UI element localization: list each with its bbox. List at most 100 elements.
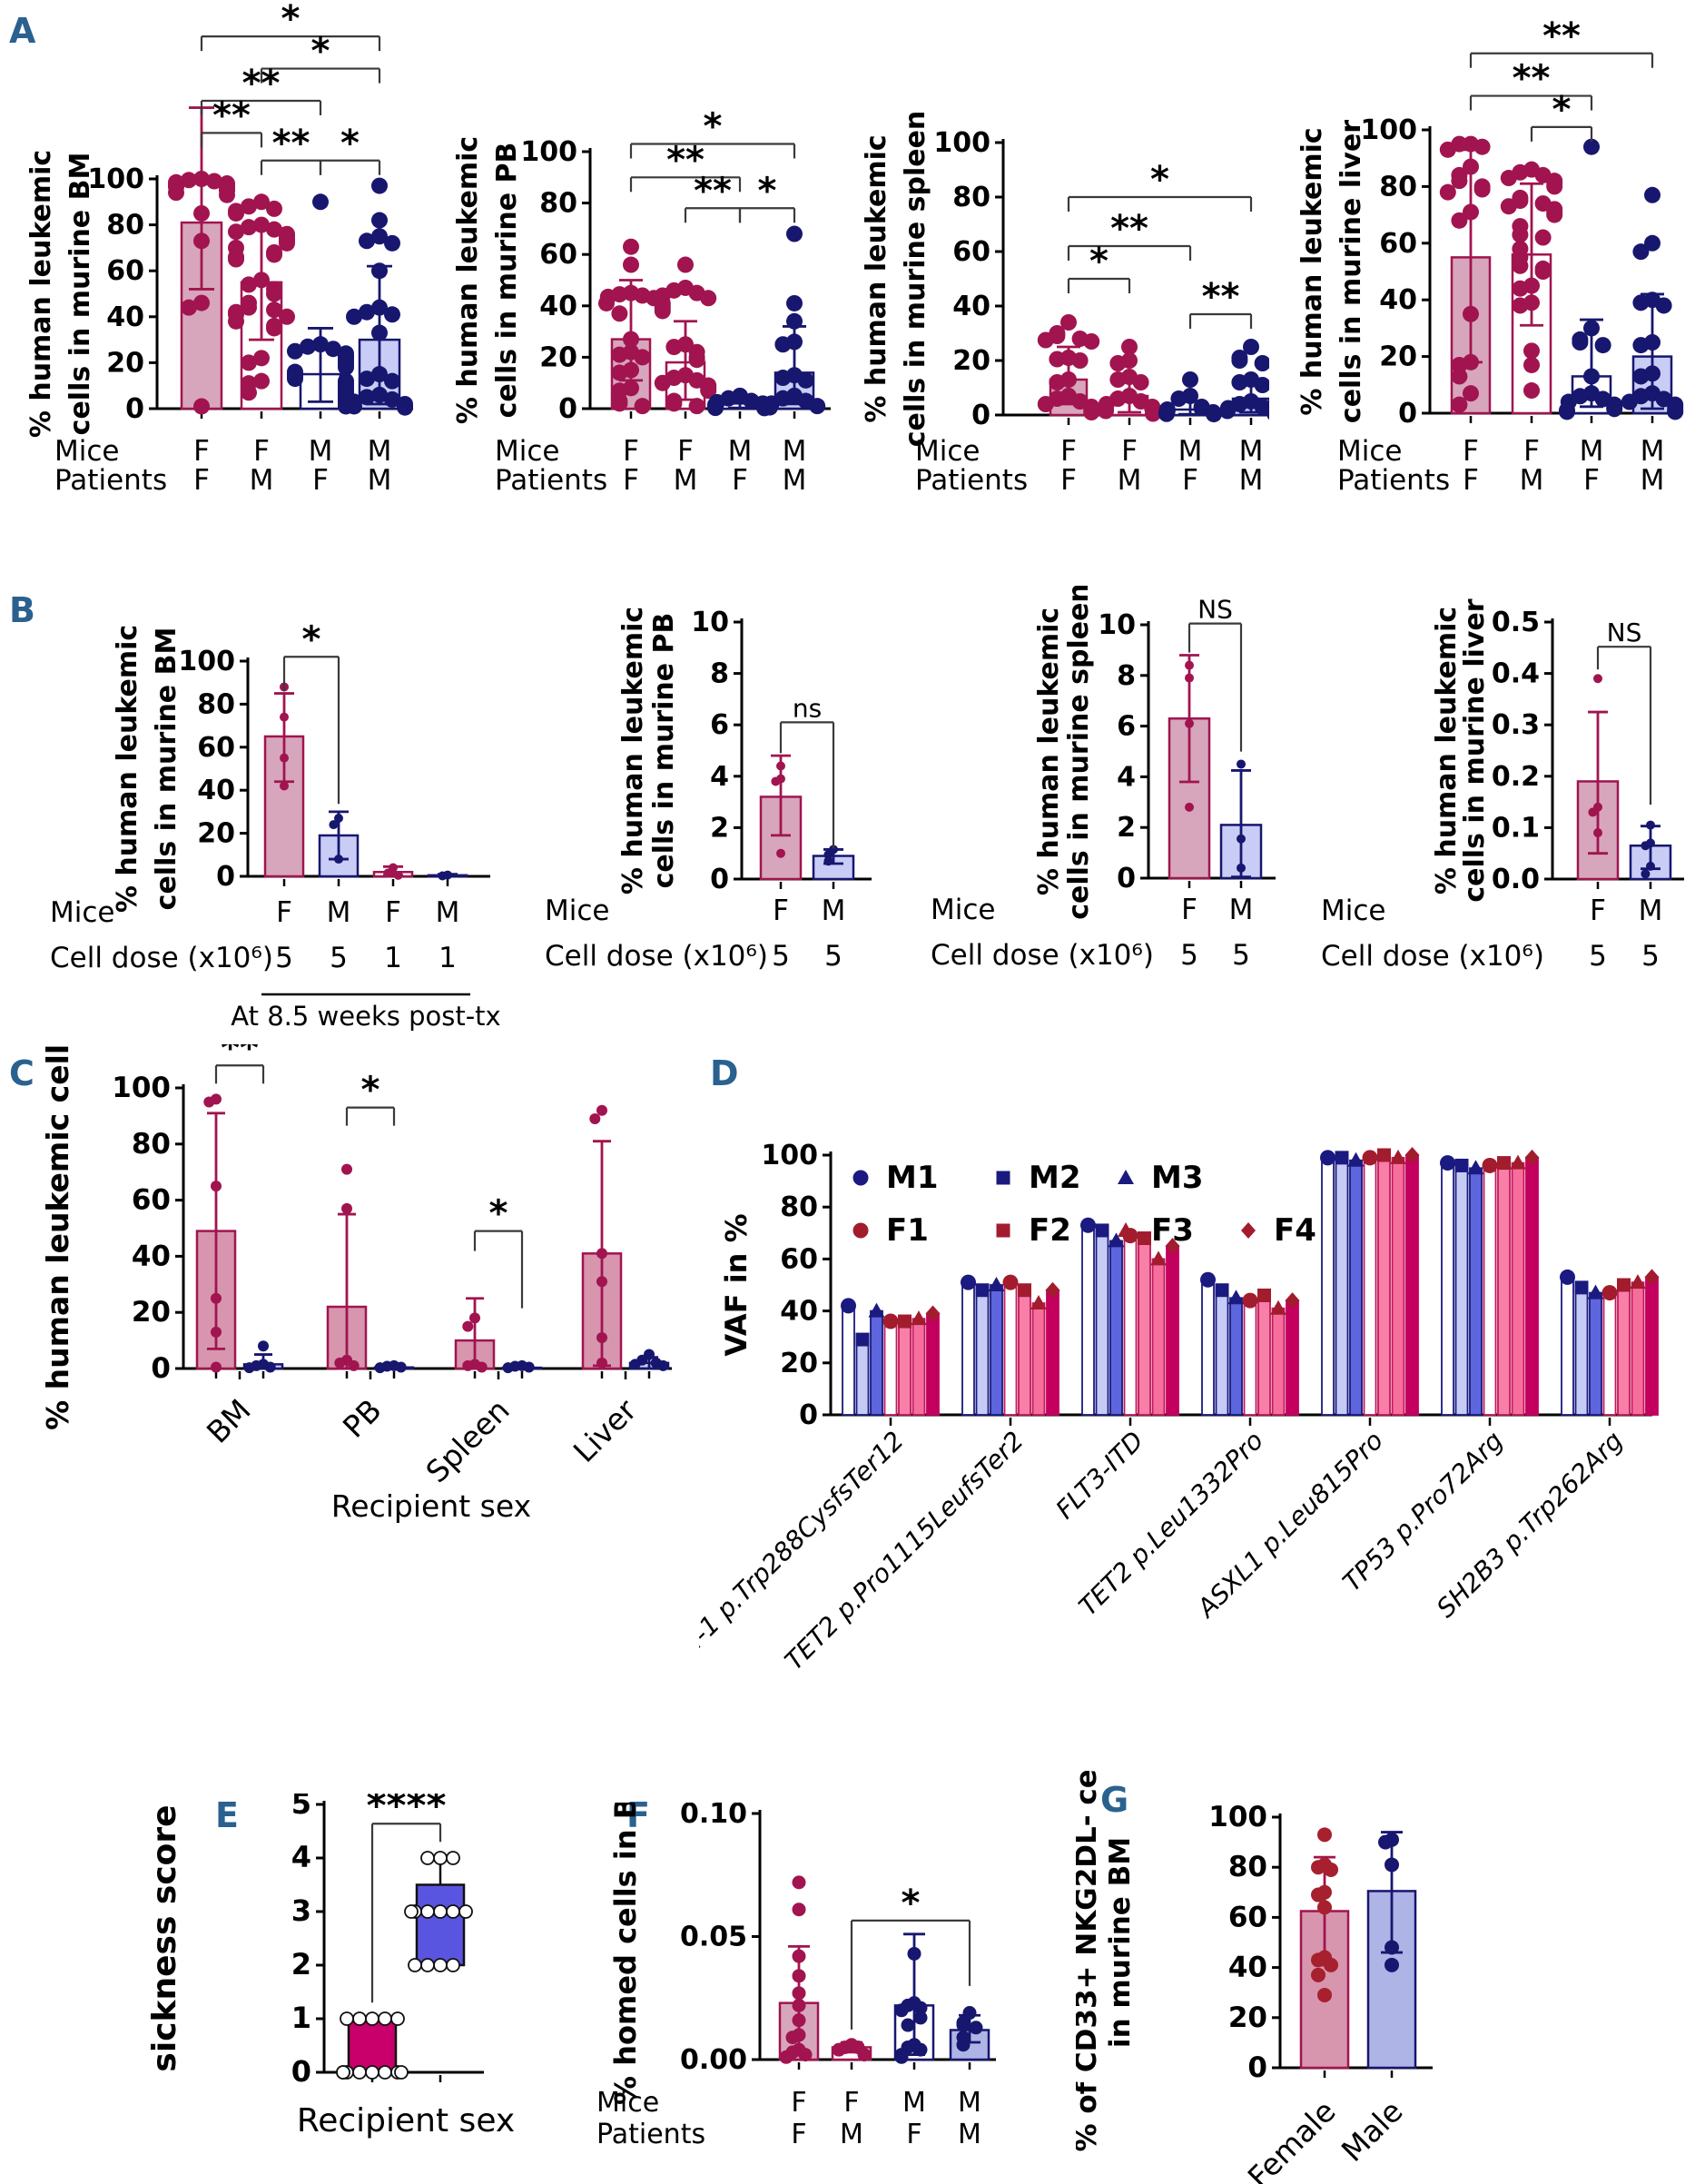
data-point bbox=[596, 1332, 607, 1344]
data-point bbox=[420, 1851, 435, 1865]
y-tick-label: 2 bbox=[1117, 812, 1136, 844]
data-point bbox=[266, 285, 282, 302]
data-point bbox=[371, 386, 388, 403]
significance-label: * bbox=[902, 1883, 921, 1924]
data-point bbox=[623, 238, 639, 255]
data-point bbox=[623, 256, 639, 273]
data-point bbox=[219, 186, 235, 203]
data-point bbox=[1644, 234, 1661, 252]
y-tick-label: 0 bbox=[971, 400, 990, 431]
data-point bbox=[264, 1361, 276, 1373]
data-point bbox=[1463, 385, 1479, 402]
data-point bbox=[1632, 368, 1650, 385]
x-row-value: F bbox=[1583, 464, 1600, 497]
data-point bbox=[792, 1875, 806, 1890]
data-point bbox=[371, 299, 388, 316]
significance-label: ** bbox=[1513, 58, 1551, 100]
panel-label-a: A bbox=[9, 11, 36, 51]
data-point bbox=[338, 359, 354, 376]
data-point bbox=[1632, 337, 1650, 354]
x-row-value: M bbox=[436, 896, 460, 929]
x-category-label: PB bbox=[336, 1392, 389, 1445]
data-point bbox=[433, 1904, 448, 1919]
vaf-bar bbox=[1215, 1289, 1229, 1416]
data-point bbox=[1646, 861, 1655, 871]
data-point bbox=[1512, 226, 1529, 243]
y-tick-label: 20 bbox=[106, 347, 144, 379]
data-point bbox=[433, 1958, 448, 1972]
vaf-bar bbox=[1631, 1281, 1645, 1416]
data-point bbox=[266, 246, 282, 263]
vaf-bar bbox=[1483, 1164, 1497, 1416]
vaf-bar bbox=[1109, 1240, 1123, 1416]
y-tick-label: 20 bbox=[952, 345, 990, 377]
vaf-bar bbox=[1469, 1167, 1483, 1416]
y-tick-label: 40 bbox=[1228, 1952, 1267, 1984]
vaf-bar bbox=[1645, 1276, 1659, 1416]
y-tick-label: 8 bbox=[1117, 660, 1136, 692]
data-point bbox=[462, 1320, 474, 1332]
data-point bbox=[1237, 759, 1246, 769]
data-point bbox=[1109, 355, 1127, 371]
data-point bbox=[241, 299, 257, 316]
vaf-bar bbox=[1454, 1164, 1469, 1416]
x-row-value: F bbox=[1121, 435, 1138, 468]
data-point bbox=[502, 1362, 514, 1374]
data-point bbox=[1641, 869, 1651, 879]
data-point bbox=[1439, 141, 1456, 158]
data-point bbox=[774, 336, 792, 353]
data-point bbox=[665, 395, 683, 412]
x-row-value: 1 bbox=[439, 942, 457, 974]
y-tick-label: 6 bbox=[1117, 711, 1136, 743]
data-point bbox=[1185, 802, 1194, 812]
y-tick-label: 0.10 bbox=[680, 1803, 747, 1830]
data-point bbox=[792, 2013, 806, 2028]
data-point bbox=[253, 350, 270, 367]
data-point bbox=[211, 1326, 222, 1338]
data-point bbox=[334, 1357, 346, 1369]
data-point bbox=[1473, 138, 1491, 155]
vaf-bar bbox=[1497, 1161, 1511, 1416]
data-point bbox=[469, 1312, 480, 1324]
data-point bbox=[371, 262, 388, 280]
data-point bbox=[596, 1357, 607, 1369]
y-tick-label: 0 bbox=[799, 1399, 818, 1431]
y-tick-label: 80 bbox=[539, 188, 577, 220]
chart-B4: 0.0 0.1 0.2 0.3 0.4 0.5 % human leukemiccells … bbox=[1321, 598, 1684, 973]
x-row-value: F bbox=[1463, 435, 1479, 468]
y-tick-label: 4 bbox=[710, 761, 729, 793]
vaf-bar bbox=[1441, 1161, 1454, 1416]
x-row-value: F bbox=[1060, 435, 1077, 468]
y-tick-label: 0 bbox=[710, 864, 729, 895]
data-point bbox=[823, 856, 833, 866]
data-point bbox=[1632, 243, 1650, 261]
vaf-bar bbox=[1335, 1156, 1349, 1416]
data-point bbox=[1185, 660, 1194, 670]
x-row-value: M bbox=[783, 464, 807, 497]
significance-label: * bbox=[489, 1193, 508, 1235]
x-row-title: Mice bbox=[50, 896, 114, 929]
data-point bbox=[1385, 1957, 1399, 1972]
data-point bbox=[1083, 404, 1100, 420]
vaf-bar bbox=[1589, 1291, 1602, 1416]
x-row-value: M bbox=[822, 894, 846, 927]
data-point bbox=[1311, 1887, 1325, 1902]
x-row-title: Mice bbox=[1321, 894, 1385, 927]
data-point bbox=[433, 1851, 448, 1865]
x-row-value: M bbox=[958, 2087, 981, 2119]
data-point bbox=[395, 1361, 407, 1373]
y-axis-title: % human leukemic cells bbox=[40, 1044, 75, 1430]
legend-label: F1 bbox=[886, 1212, 929, 1249]
vaf-bar bbox=[1602, 1291, 1617, 1416]
data-point bbox=[786, 294, 803, 311]
data-point bbox=[329, 820, 339, 830]
x-row-title: Patients bbox=[495, 464, 607, 497]
data-point bbox=[1037, 331, 1054, 349]
data-point bbox=[1667, 403, 1684, 420]
data-point bbox=[1317, 1987, 1332, 2002]
x-row-value: M bbox=[902, 2087, 926, 2119]
data-point bbox=[956, 2038, 971, 2052]
y-tick-label: 40 bbox=[197, 775, 235, 806]
